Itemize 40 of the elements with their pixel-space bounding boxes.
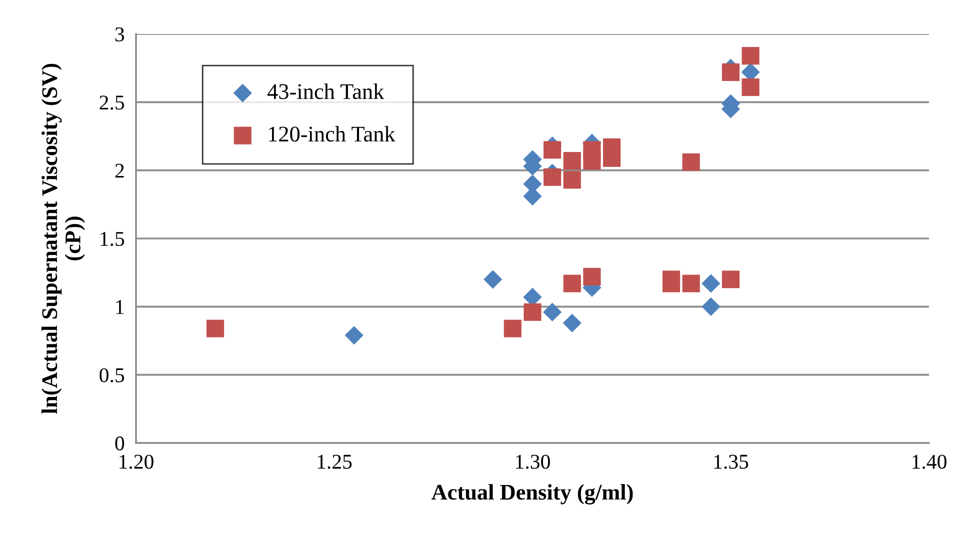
y-tick-label: 1.5 [100,232,124,246]
point [206,320,224,338]
point [484,270,502,289]
point [562,314,582,332]
y-tick-label: 2.5 [100,96,124,110]
x-tick-label: 1.35 [714,454,748,469]
y-tick-label: 0.5 [100,368,124,382]
point [344,326,364,345]
point [583,268,601,286]
point [702,297,720,316]
legend-label: 43-inch Tank [268,83,384,100]
point [603,149,621,167]
point [682,274,700,292]
x-tick-label: 1.40 [912,454,946,469]
x-axis-title: Actual Density (g/ml) [432,484,633,504]
point [563,171,581,189]
x-tick-label: 1.25 [318,454,352,469]
legend-label: 120-inch Tank [269,126,396,142]
point [563,274,581,292]
y-tick-label: 0 [115,436,124,450]
point [563,152,581,170]
y-tick-label: 2 [115,164,124,178]
point [543,302,562,322]
point [583,152,601,170]
point [742,47,760,65]
y-tick-label: 1 [116,300,124,314]
point [722,63,740,81]
x-tick-label: 1.30 [516,454,550,469]
x-tick-label: 1.20 [120,454,154,469]
y-tick-label: 3 [115,27,124,42]
point [524,303,542,321]
point [682,153,700,171]
point [504,320,522,338]
point [662,274,680,292]
point [702,274,720,293]
y-axis-title: ln(Actual Supernatant Viscosity (SV) (cP)) [42,64,85,414]
point [544,141,562,159]
point [722,270,740,288]
point [742,78,760,96]
point [544,168,562,186]
